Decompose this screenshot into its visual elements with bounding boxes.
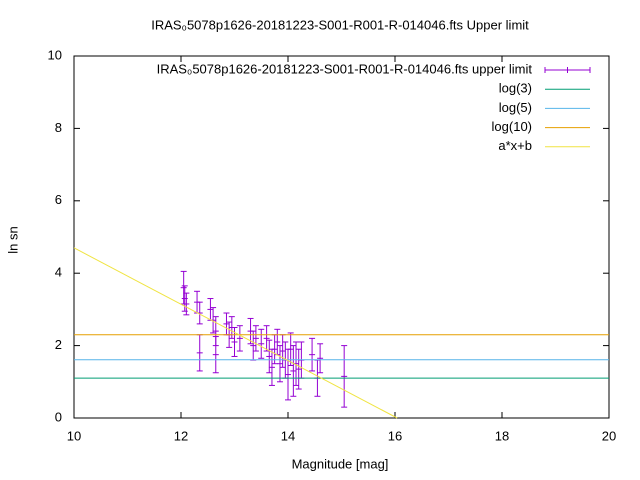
error-bar bbox=[317, 343, 324, 374]
error-bar bbox=[274, 328, 281, 356]
legend-label: a*x+b bbox=[498, 138, 532, 153]
y-tick-label: 2 bbox=[55, 337, 62, 352]
error-bar bbox=[290, 345, 297, 397]
legend-label: IRAS₀5078p1626-20181223-S001-R001-R-0140… bbox=[157, 61, 533, 76]
chart-title: IRAS₀5078p1626-20181223-S001-R001-R-0140… bbox=[151, 17, 529, 32]
x-tick-label: 10 bbox=[67, 428, 81, 443]
error-bar bbox=[266, 339, 273, 374]
x-tick-label: 12 bbox=[174, 428, 188, 443]
line-series bbox=[73, 247, 398, 419]
error-bar bbox=[236, 325, 243, 352]
error-bar bbox=[295, 348, 302, 390]
error-bar bbox=[223, 312, 230, 336]
error-bar bbox=[309, 337, 316, 372]
error-bar bbox=[268, 348, 275, 386]
x-tick-label: 20 bbox=[602, 428, 616, 443]
legend-label: log(10) bbox=[492, 119, 532, 134]
error-bar bbox=[276, 345, 283, 383]
x-tick-label: 18 bbox=[495, 428, 509, 443]
error-bar bbox=[285, 348, 291, 401]
error-bar bbox=[341, 345, 348, 408]
error-bar bbox=[207, 298, 214, 321]
legend-label: log(3) bbox=[499, 81, 532, 96]
x-tick-label: 14 bbox=[281, 428, 295, 443]
error-bar bbox=[212, 336, 219, 374]
error-bar bbox=[183, 292, 190, 316]
y-axis-label: ln sn bbox=[5, 226, 20, 253]
plot-border bbox=[73, 55, 610, 419]
error-bar bbox=[252, 325, 259, 352]
error-bar bbox=[250, 330, 257, 361]
x-axis-label: Magnitude [mag] bbox=[292, 456, 389, 471]
legend-label: log(5) bbox=[499, 100, 532, 115]
error-bar bbox=[263, 325, 270, 352]
error-bar bbox=[180, 270, 187, 305]
y-tick-label: 10 bbox=[48, 47, 62, 62]
y-tick-label: 8 bbox=[55, 120, 62, 135]
error-bar bbox=[196, 334, 203, 372]
x-tick-label: 16 bbox=[388, 428, 402, 443]
y-tick-label: 4 bbox=[55, 265, 62, 280]
y-tick-label: 6 bbox=[55, 192, 62, 207]
error-bar bbox=[258, 328, 265, 359]
error-bar bbox=[279, 334, 286, 368]
y-tick-label: 0 bbox=[55, 409, 62, 424]
